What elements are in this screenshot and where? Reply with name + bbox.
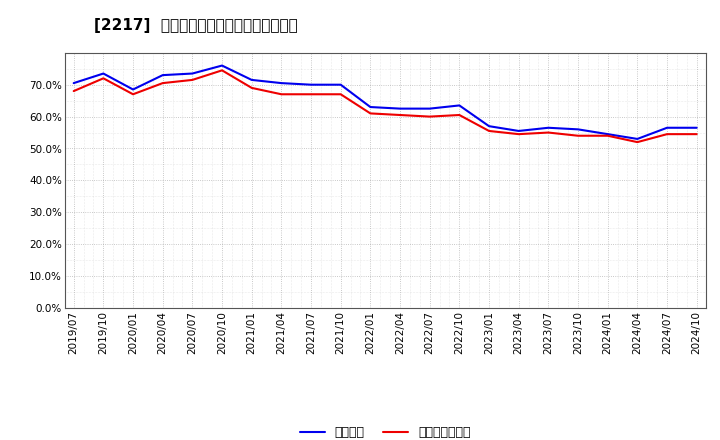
固定比率 — [544, 125, 553, 130]
固定比率 — [69, 81, 78, 86]
固定長期適合率 — [188, 77, 197, 83]
固定比率 — [366, 104, 374, 110]
固定比率 — [662, 125, 671, 130]
固定比率 — [426, 106, 434, 111]
固定比率 — [693, 125, 701, 130]
固定比率 — [248, 77, 256, 83]
固定長期適合率 — [158, 81, 167, 86]
固定比率 — [307, 82, 315, 87]
固定比率 — [217, 63, 226, 68]
固定長期適合率 — [99, 76, 108, 81]
固定長期適合率 — [455, 112, 464, 117]
固定長期適合率 — [277, 92, 286, 97]
固定比率 — [99, 71, 108, 76]
固定長期適合率 — [633, 139, 642, 145]
固定長期適合率 — [485, 128, 493, 134]
固定比率 — [396, 106, 405, 111]
固定比率 — [485, 124, 493, 129]
固定比率 — [455, 103, 464, 108]
固定長期適合率 — [396, 112, 405, 117]
固定比率 — [603, 132, 612, 137]
固定比率 — [188, 71, 197, 76]
固定長期適合率 — [426, 114, 434, 119]
Text: [2217]  固定比率、固定長期適合率の推移: [2217] 固定比率、固定長期適合率の推移 — [94, 18, 297, 33]
固定比率 — [633, 136, 642, 142]
固定長期適合率 — [662, 132, 671, 137]
固定長期適合率 — [603, 133, 612, 138]
Line: 固定長期適合率: 固定長期適合率 — [73, 70, 697, 142]
Line: 固定比率: 固定比率 — [73, 66, 697, 139]
固定比率 — [574, 127, 582, 132]
固定長期適合率 — [69, 88, 78, 94]
固定長期適合率 — [693, 132, 701, 137]
固定長期適合率 — [544, 130, 553, 135]
固定比率 — [158, 73, 167, 78]
固定長期適合率 — [217, 68, 226, 73]
Legend: 固定比率, 固定長期適合率: 固定比率, 固定長期適合率 — [294, 422, 476, 440]
固定長期適合率 — [129, 92, 138, 97]
固定長期適合率 — [574, 133, 582, 138]
固定比率 — [129, 87, 138, 92]
固定比率 — [514, 128, 523, 134]
固定長期適合率 — [366, 111, 374, 116]
固定長期適合率 — [336, 92, 345, 97]
固定長期適合率 — [307, 92, 315, 97]
固定比率 — [277, 81, 286, 86]
固定長期適合率 — [514, 132, 523, 137]
固定比率 — [336, 82, 345, 87]
固定長期適合率 — [248, 85, 256, 91]
